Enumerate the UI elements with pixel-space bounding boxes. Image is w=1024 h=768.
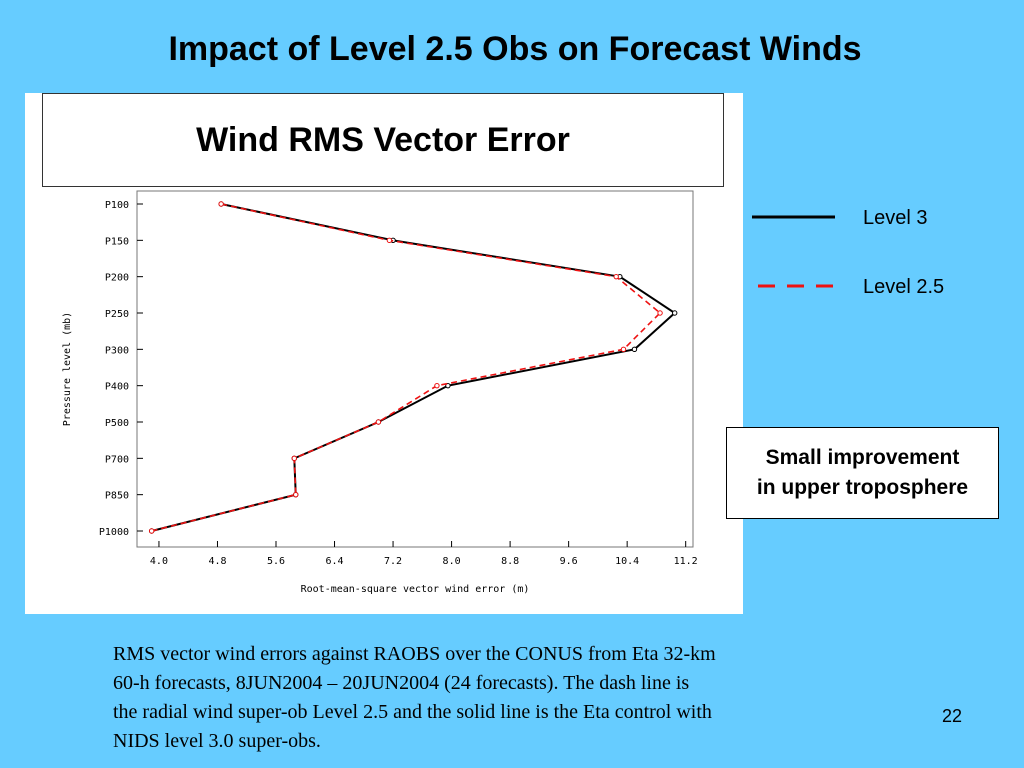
data-point bbox=[445, 382, 451, 389]
data-point bbox=[293, 491, 299, 498]
plot-frame bbox=[136, 190, 694, 548]
y-tick-label: P150 bbox=[105, 236, 129, 247]
y-tick-label: P250 bbox=[105, 309, 129, 320]
caption-line-4: NIDS level 3.0 super-obs. bbox=[113, 730, 321, 752]
x-tick-label: 8.0 bbox=[443, 556, 461, 567]
y-tick-label: P1000 bbox=[99, 527, 129, 538]
caption-line-3: the radial wind super-ob Level 2.5 and t… bbox=[113, 701, 712, 723]
y-tick-label: P400 bbox=[105, 382, 129, 393]
caption-line-2: 60-h forecasts, 8JUN2004 – 20JUN2004 (24… bbox=[113, 672, 690, 694]
x-tick-label: 9.6 bbox=[560, 556, 578, 567]
page-number: 22 bbox=[942, 706, 963, 726]
legend-label-level-2-5: Level 2.5 bbox=[863, 276, 945, 298]
x-tick-label: 7.2 bbox=[384, 556, 402, 567]
legend-label-level-3: Level 3 bbox=[863, 207, 928, 229]
x-tick-label: 10.4 bbox=[615, 556, 639, 567]
data-point bbox=[375, 419, 382, 425]
y-axis-label: Pressure level (mb) bbox=[62, 312, 73, 426]
caption: RMS vector wind errors against RAOBS ove… bbox=[113, 640, 903, 756]
wind-rms-chart: P100 P150 P200 P250 P300 P400 P500 P700 P850 P100… bbox=[62, 190, 698, 595]
data-point bbox=[386, 237, 393, 244]
caption-line-1: RMS vector wind errors against RAOBS ove… bbox=[113, 643, 716, 665]
x-tick-label: 6.4 bbox=[325, 556, 343, 567]
y-tick-label: P500 bbox=[105, 418, 129, 429]
x-axis-label: Root-mean-square vector wind error (m) bbox=[301, 584, 530, 595]
data-point bbox=[620, 346, 627, 353]
x-tick-label: 8.8 bbox=[501, 556, 519, 567]
data-point bbox=[657, 310, 663, 316]
y-tick-label: P100 bbox=[105, 200, 129, 211]
y-tick-label: P300 bbox=[105, 345, 129, 356]
data-point bbox=[291, 455, 297, 462]
y-tick-label: P700 bbox=[105, 454, 129, 465]
chart-title: Wind RMS Vector Error bbox=[42, 93, 724, 187]
data-point bbox=[434, 382, 440, 389]
legend-swatch-level-2-5 bbox=[758, 284, 835, 288]
data-point bbox=[218, 201, 224, 207]
slide-title: Impact of Level 2.5 Obs on Forecast Wind… bbox=[168, 30, 862, 68]
data-point bbox=[631, 346, 638, 353]
y-tick-label: P200 bbox=[105, 273, 129, 284]
x-tick-label: 11.2 bbox=[674, 556, 698, 567]
data-point bbox=[672, 310, 678, 316]
data-point bbox=[613, 273, 619, 280]
legend-swatch-level-3 bbox=[752, 215, 835, 219]
note-line-2: in upper troposphere bbox=[756, 476, 969, 499]
note-box: Small improvement in upper troposphere bbox=[726, 427, 999, 519]
x-tick-label: 4.8 bbox=[208, 556, 226, 567]
note-line-1: Small improvement bbox=[765, 446, 960, 469]
y-tick-label: P850 bbox=[105, 491, 129, 502]
x-tick-label: 4.0 bbox=[150, 556, 168, 567]
x-tick-label: 5.6 bbox=[267, 556, 285, 567]
series-line-level-2-5 bbox=[151, 203, 662, 532]
data-point bbox=[148, 528, 155, 534]
